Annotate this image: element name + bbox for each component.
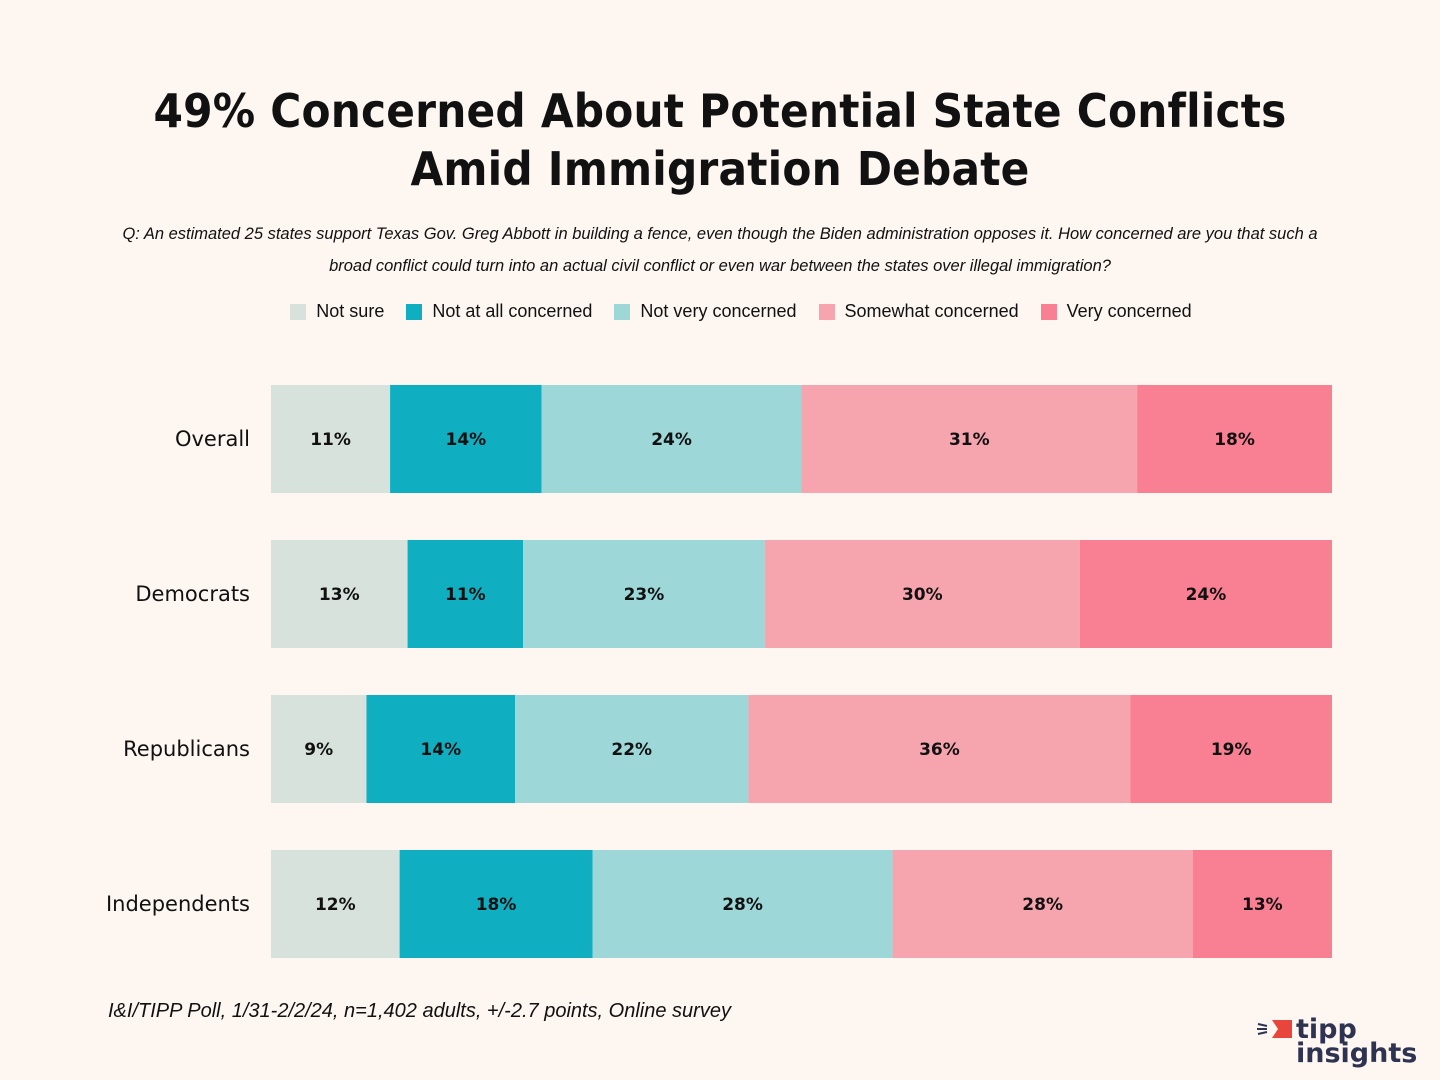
legend-swatch: [406, 303, 423, 320]
logo-text-insights: insights: [1296, 1038, 1418, 1069]
data-label: 13%: [1242, 895, 1283, 915]
legend-item: Not at all concerned: [406, 301, 592, 322]
legend-item: Not sure: [290, 301, 384, 322]
bar-segment: [592, 850, 893, 958]
bar-segment: [764, 540, 1080, 648]
category-label: Independents: [106, 892, 250, 916]
data-label: 11%: [445, 585, 486, 605]
data-label: 24%: [1186, 585, 1227, 605]
bar-segment: [523, 540, 765, 648]
data-label: 18%: [476, 895, 517, 915]
data-label: 9%: [304, 740, 333, 760]
legend-item: Very concerned: [1040, 301, 1192, 322]
bar-segment: [748, 695, 1131, 803]
data-label: 28%: [722, 895, 763, 915]
data-label: 23%: [624, 585, 665, 605]
data-label: 13%: [319, 585, 360, 605]
data-label: 24%: [651, 430, 692, 450]
data-label: 11%: [310, 430, 351, 450]
data-label: 18%: [1214, 430, 1255, 450]
bar-segment: [1192, 850, 1332, 958]
logo-flag-icon: [1272, 1020, 1292, 1038]
data-label: 31%: [949, 430, 990, 450]
survey-question: Q: An estimated 25 states support Texas …: [122, 224, 1318, 275]
bar-segment: [1137, 385, 1332, 493]
logo-rays-icon: [1257, 1023, 1268, 1035]
legend-label: Very concerned: [1066, 301, 1192, 321]
legend-swatch: [614, 303, 631, 320]
legend-label: Not at all concerned: [432, 301, 593, 321]
bar-segment: [271, 385, 391, 493]
bar-segment: [515, 695, 749, 803]
bar-segment: [541, 385, 802, 493]
category-label: Republicans: [123, 737, 250, 761]
data-label: 14%: [446, 430, 487, 450]
bar-segment: [1079, 540, 1332, 648]
chart-title: 49% Concerned About Potential State Conf…: [153, 84, 1287, 196]
category-label: Democrats: [135, 582, 250, 606]
bar-segment: [366, 695, 516, 803]
bar-segment: [271, 850, 400, 958]
data-label: 36%: [919, 740, 960, 760]
data-label: 12%: [315, 895, 356, 915]
tipp-insights-logo: tipp insights: [1254, 1014, 1418, 1070]
source-note: I&I/TIPP Poll, 1/31-2/2/24, n=1,402 adul…: [108, 1000, 731, 1022]
data-label: 14%: [420, 740, 461, 760]
logo-text-tipp: tipp: [1296, 1014, 1357, 1045]
bar-segment: [271, 540, 408, 648]
data-label: 28%: [1022, 895, 1063, 915]
bar-segment: [271, 695, 367, 803]
data-label: 30%: [902, 585, 943, 605]
bar-segment: [892, 850, 1193, 958]
category-label: Overall: [175, 427, 250, 451]
bar-segment: [390, 385, 542, 493]
bar-segment: [407, 540, 524, 648]
bar-segment: [399, 850, 593, 958]
legend-label: Somewhat concerned: [844, 301, 1019, 321]
legend-label: Not sure: [316, 301, 385, 321]
legend-swatch: [1040, 303, 1057, 320]
legend-swatch: [818, 303, 835, 320]
data-label: 19%: [1211, 740, 1252, 760]
bar-segment: [1130, 695, 1332, 803]
data-label: 22%: [611, 740, 652, 760]
legend-label: Not very concerned: [640, 301, 797, 321]
legend-swatch: [290, 303, 307, 320]
legend-item: Not very concerned: [614, 301, 797, 322]
legend-item: Somewhat concerned: [818, 301, 1019, 322]
bar-segment: [801, 385, 1138, 493]
legend: Not sure Not at all concerned Not very con…: [0, 301, 1440, 322]
